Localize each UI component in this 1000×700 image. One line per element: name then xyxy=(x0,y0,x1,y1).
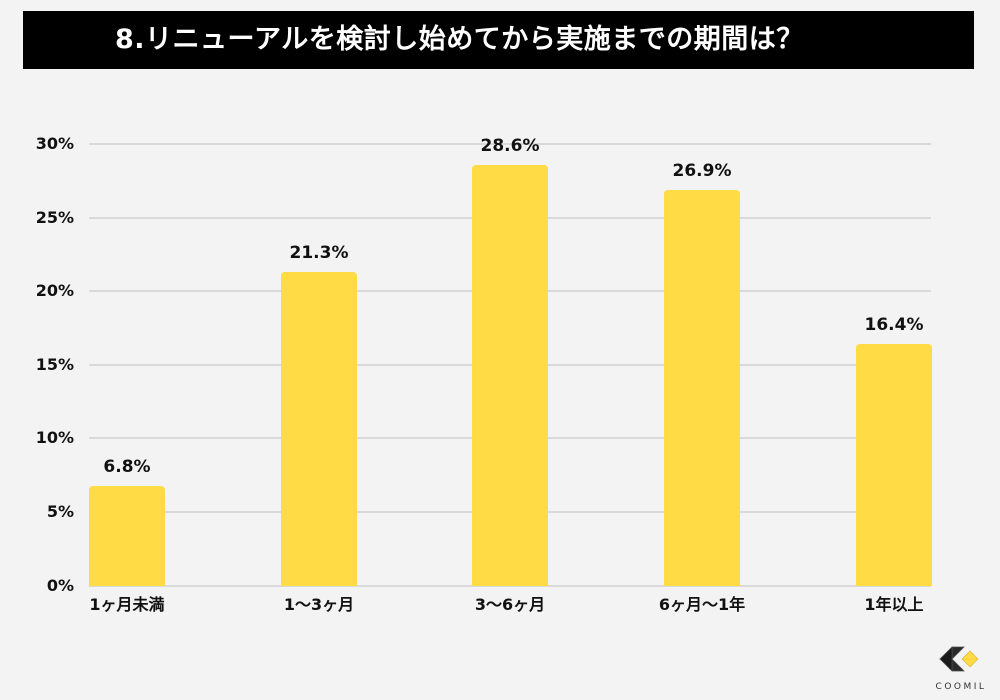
y-tick-label: 10% xyxy=(35,428,74,447)
coomil-logo: COOMIL xyxy=(930,640,992,698)
bar-3 xyxy=(472,164,548,586)
x-tick-label: 3〜6ヶ月 xyxy=(474,595,546,614)
gridline-30 xyxy=(89,143,931,145)
coomil-logo-icon xyxy=(939,646,979,672)
bar-1 xyxy=(89,485,165,586)
x-tick-label: 1ヶ月未満 xyxy=(89,595,165,614)
bar-value-label: 21.3% xyxy=(289,243,349,264)
x-tick-label: 6ヶ月〜1年 xyxy=(658,595,746,614)
x-tick-label: 1〜3ヶ月 xyxy=(283,595,355,614)
bar-value-label: 28.6% xyxy=(480,135,540,156)
bar-value-label: 6.8% xyxy=(103,456,151,477)
x-tick-label: 1年以上 xyxy=(864,595,924,614)
y-tick-label: 0% xyxy=(46,576,74,595)
y-tick-label: 20% xyxy=(35,281,74,300)
y-tick-label: 5% xyxy=(46,502,74,521)
bar-4 xyxy=(664,189,740,586)
logo-text: COOMIL xyxy=(935,682,987,692)
bar-value-label: 16.4% xyxy=(864,315,924,336)
gridline-0 xyxy=(89,585,931,587)
chart-title: 8.リニューアルを検討し始めてから実施までの期間は？ xyxy=(115,24,804,55)
bar-value-label: 26.9% xyxy=(672,160,732,181)
y-tick-label: 25% xyxy=(35,208,74,227)
y-tick-label: 15% xyxy=(35,355,74,374)
chart-title-banner: 8.リニューアルを検討し始めてから実施までの期間は？ xyxy=(23,11,974,69)
bar-5 xyxy=(856,344,932,586)
y-tick-label: 30% xyxy=(35,134,74,153)
bar-2 xyxy=(281,272,357,586)
